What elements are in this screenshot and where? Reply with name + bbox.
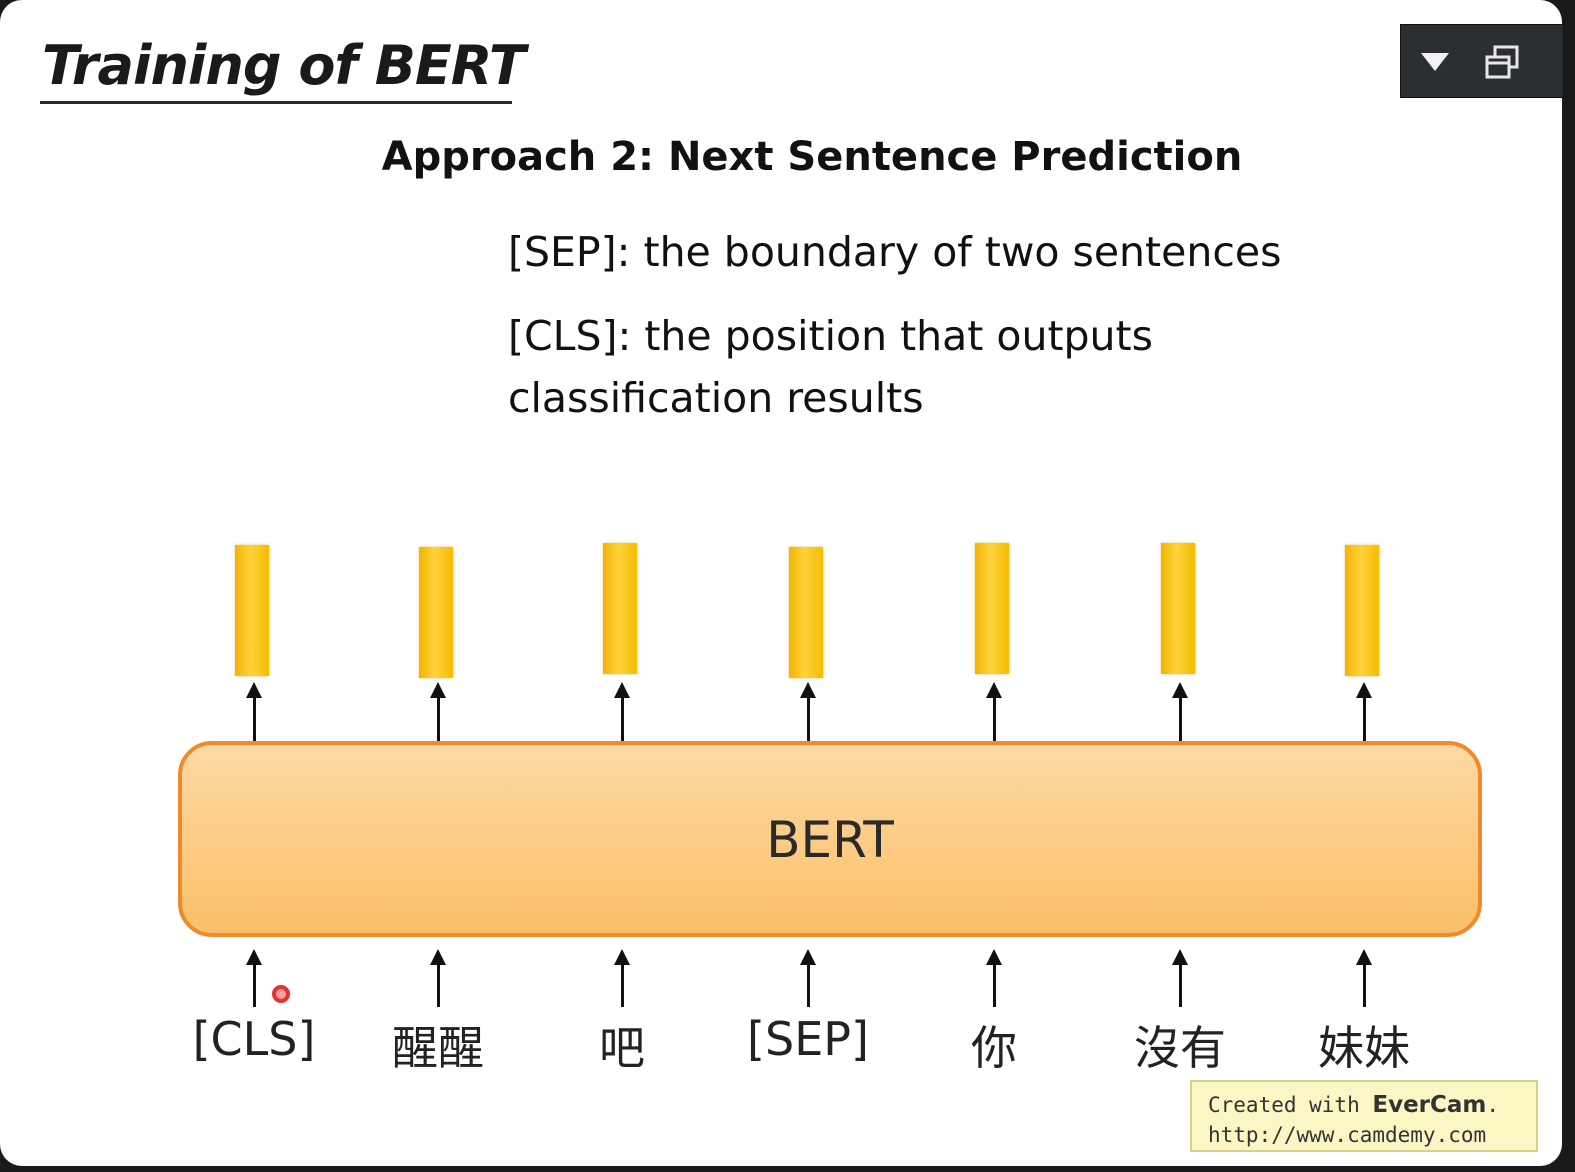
input-arrow [1172, 949, 1188, 1007]
output-arrow [986, 682, 1002, 741]
output-arrow [614, 682, 630, 741]
sep-definition: [SEP]: the boundary of two sentences [508, 228, 1282, 276]
input-token: [SEP] [747, 1012, 869, 1066]
output-arrow [430, 682, 446, 741]
watermark-suffix: . [1486, 1093, 1500, 1117]
input-token: 你 [971, 1021, 1017, 1075]
input-arrow [246, 949, 262, 1007]
evercam-watermark: Created with EverCam. http://www.camdemy… [1190, 1080, 1538, 1152]
input-arrow [430, 949, 446, 1007]
output-vector [1345, 545, 1379, 676]
output-vector [789, 547, 823, 678]
input-arrow [614, 949, 630, 1007]
input-token: 醒醒 [392, 1021, 484, 1075]
triangle-down-icon[interactable] [1417, 43, 1453, 79]
output-vector [419, 547, 453, 678]
watermark-url: http://www.camdemy.com [1208, 1123, 1487, 1147]
input-token: 吧 [599, 1021, 645, 1075]
cls-definition-line2: classification results [508, 374, 924, 422]
bert-model-box: BERT [178, 741, 1482, 937]
watermark-credit: Created with EverCam. [1208, 1092, 1499, 1118]
input-token: [CLS] [192, 1012, 316, 1066]
watermark-prefix: Created with [1208, 1093, 1373, 1117]
bert-model-label: BERT [766, 811, 894, 869]
watermark-brand: EverCam [1372, 1092, 1487, 1118]
window-restore-icon[interactable] [1483, 43, 1519, 79]
input-token: 沒有 [1134, 1021, 1226, 1075]
player-toolbar [1400, 24, 1564, 98]
output-vector [1161, 543, 1195, 674]
output-vector [975, 543, 1009, 674]
slide-title: Training of BERT [42, 34, 526, 97]
cursor-pointer [272, 985, 290, 1003]
output-arrow [800, 682, 816, 741]
title-underline [40, 101, 512, 104]
output-vector [603, 543, 637, 674]
output-arrow [1172, 682, 1188, 741]
output-arrow [1356, 682, 1372, 741]
output-vector [235, 545, 269, 676]
input-arrow [800, 949, 816, 1007]
input-arrow [986, 949, 1002, 1007]
output-arrow [246, 682, 262, 741]
slide-subtitle: Approach 2: Next Sentence Prediction [381, 134, 1243, 180]
input-token: 妹妹 [1318, 1021, 1410, 1075]
input-arrow [1356, 949, 1372, 1007]
cls-definition-line1: [CLS]: the position that outputs [508, 312, 1153, 360]
